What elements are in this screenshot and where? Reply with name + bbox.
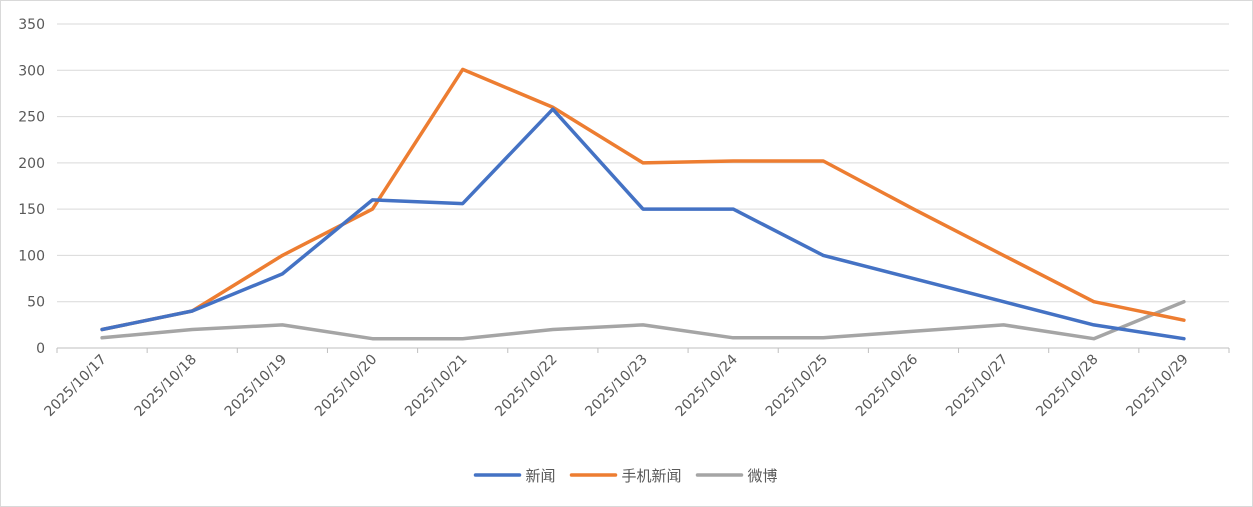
x-tick-label: 2025/10/27: [943, 352, 1011, 420]
series-lines: [100, 67, 1186, 341]
series-line-0: [100, 107, 1186, 341]
x-tick-label: 2025/10/23: [582, 352, 650, 420]
x-tick-label: 2025/10/17: [42, 352, 110, 420]
legend-label: 微博: [748, 467, 778, 485]
x-tick-label: 2025/10/18: [132, 352, 200, 420]
x-tick-label: 2025/10/26: [853, 351, 921, 419]
y-tick-label: 100: [18, 248, 45, 264]
y-tick-label: 0: [36, 341, 45, 357]
x-tick-label: 2025/10/22: [492, 352, 560, 420]
y-tick-label: 200: [18, 156, 45, 172]
legend-label: 手机新闻: [622, 467, 682, 485]
x-tick-label: 2025/10/20: [312, 352, 380, 420]
series-line-1: [100, 67, 1186, 332]
y-tick-label: 300: [18, 63, 45, 79]
y-tick-label: 150: [18, 202, 45, 218]
x-tick-label: 2025/10/25: [763, 352, 831, 420]
x-tick-label: 2025/10/21: [402, 352, 470, 420]
y-axis-tick-labels: 0 50 100 150 200 250 300 350: [18, 17, 45, 357]
x-axis-tick-labels: 2025/10/17 2025/10/18 2025/10/19 2025/10/20…: [42, 351, 1192, 419]
x-tick-label: 2025/10/28: [1033, 352, 1101, 420]
series-line-2: [100, 299, 1186, 341]
legend-label: 新闻: [526, 467, 556, 485]
y-tick-label: 350: [18, 17, 45, 33]
legend: 新闻 手机新闻 微博: [473, 467, 778, 485]
gridlines: [57, 23, 1229, 303]
x-tick-label: 2025/10/19: [222, 352, 290, 420]
x-axis: [56, 347, 1230, 353]
x-tick-label: 2025/10/24: [673, 351, 741, 419]
x-tick-label: 2025/10/29: [1123, 352, 1191, 420]
y-tick-label: 50: [27, 295, 45, 311]
y-tick-label: 250: [18, 110, 45, 126]
